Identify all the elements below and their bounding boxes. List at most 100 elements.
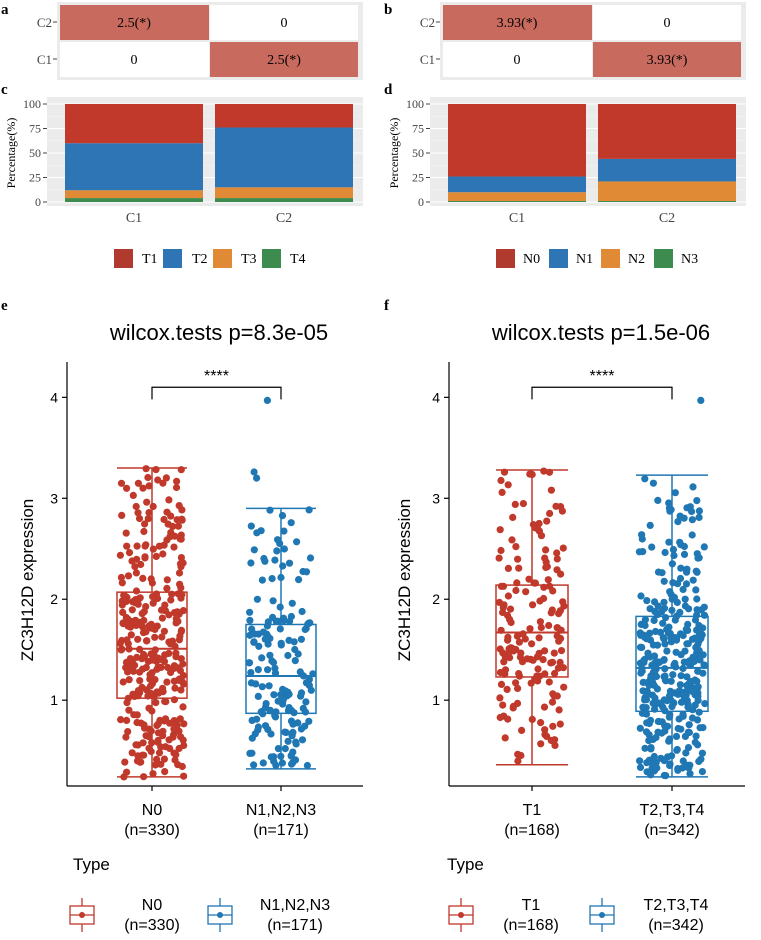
- box-e-legend-label-n123-count: (n=171): [267, 917, 323, 934]
- legend-d-label-n0: N0: [523, 252, 540, 267]
- box-e-point: [246, 608, 254, 616]
- box-e-point: [263, 622, 271, 630]
- box-e-point: [248, 734, 256, 742]
- legend-d-swatch-n0: [496, 249, 515, 268]
- heatmap-b-cell-c1-left: [443, 42, 592, 77]
- box-f-point: [674, 766, 682, 774]
- box-e-point: [292, 740, 300, 748]
- box-e-point: [247, 669, 255, 677]
- box-f-point: [661, 548, 669, 557]
- box-f-point: [684, 744, 693, 752]
- box-f-point: [504, 564, 512, 573]
- box-e-point: [151, 633, 159, 641]
- box-e-point: [155, 542, 163, 550]
- box-e-point: [117, 479, 126, 487]
- box-e-ytick: 1: [50, 692, 58, 708]
- box-e-point: [266, 651, 274, 659]
- panel-label-e: e: [1, 298, 8, 314]
- box-f-point: [543, 517, 551, 525]
- box-e-point: [159, 684, 167, 692]
- box-f-point: [540, 703, 549, 711]
- box-e-point: [143, 637, 151, 645]
- box-f-point: [692, 586, 700, 594]
- box-e-point: [255, 642, 263, 650]
- box-e-legend-title: Type: [73, 855, 110, 874]
- box-f-point: [641, 616, 650, 624]
- box-f-point: [645, 737, 653, 745]
- box-f-point: [553, 555, 561, 563]
- box-e-iqr-box: [116, 591, 188, 699]
- box-e-point: [291, 645, 299, 654]
- box-f-point: [693, 595, 701, 603]
- box-f-point: [508, 536, 516, 544]
- box-e-point: [271, 664, 279, 672]
- box-f-point: [666, 692, 674, 700]
- box-e-point: [133, 542, 141, 550]
- box-f-point: [657, 608, 666, 616]
- box-f-point: [655, 717, 663, 726]
- box-e-point: [120, 597, 128, 605]
- heatmap-a-row-c2: C2: [37, 15, 52, 30]
- box-f-ytick: 3: [432, 490, 440, 506]
- box-e-point: [267, 730, 275, 738]
- box-e-point: [155, 689, 163, 697]
- box-e-point: [133, 718, 141, 727]
- box-e-point: [293, 538, 301, 546]
- box-f-point: [667, 677, 675, 685]
- box-e-point: [258, 683, 266, 691]
- bar-d-ytick: 75: [412, 122, 424, 136]
- box-e-point: [265, 682, 273, 690]
- box-e-point: [143, 498, 151, 506]
- box-e-point: [124, 615, 132, 623]
- box-e-point: [163, 536, 171, 544]
- box-e-point: [298, 607, 306, 616]
- box-f-point: [693, 568, 701, 576]
- box-e-point: [267, 753, 275, 761]
- box-f-point: [529, 656, 537, 664]
- box-f-point: [515, 670, 523, 678]
- box-f-point: [555, 706, 563, 714]
- bar-d-xtick-c1: C1: [509, 211, 525, 226]
- box-f-point: [648, 543, 656, 551]
- box-e-point: [155, 749, 164, 757]
- box-f-legend-label-t1-count: (n=168): [503, 917, 559, 934]
- box-e-point: [157, 606, 166, 614]
- box-e-point: [128, 557, 136, 565]
- box-f-point: [638, 643, 646, 652]
- box-f-point: [504, 481, 512, 489]
- bar-c-segment-t4-c1: [65, 198, 203, 202]
- box-f-point: [559, 544, 567, 552]
- box-f-point: [537, 623, 545, 632]
- box-f-point: [496, 526, 504, 534]
- box-e-point: [252, 680, 260, 688]
- box-f-point: [642, 696, 651, 704]
- box-f-point: [649, 479, 658, 487]
- box-e-point: [118, 579, 126, 587]
- box-e-point: [134, 479, 142, 487]
- box-f-point: [680, 658, 688, 666]
- box-f-point: [693, 716, 702, 724]
- legend-c-swatch-t1: [114, 249, 133, 268]
- heatmap-b-text-c1-right: 3.93(*): [647, 53, 688, 68]
- box-f-point: [664, 722, 672, 730]
- box-f-ytick: 4: [432, 389, 440, 405]
- box-e-point: [162, 698, 170, 706]
- box-e-point: [132, 741, 140, 749]
- box-f-point: [649, 699, 657, 707]
- box-e-point: [149, 599, 157, 607]
- box-f-point: [637, 592, 645, 600]
- box-f-point: [512, 543, 520, 551]
- box-e-point: [175, 569, 184, 577]
- box-f-point: [677, 564, 685, 572]
- box-f-point: [646, 716, 655, 725]
- box-e-point: [138, 610, 146, 618]
- box-f-point: [536, 672, 544, 680]
- box-f-point: [643, 759, 651, 767]
- bar-c-segment-t3-c2: [215, 187, 353, 199]
- box-f-point: [646, 521, 654, 530]
- box-e-point: [161, 743, 170, 751]
- box-e-point: [250, 638, 258, 646]
- box-f-point: [665, 737, 673, 745]
- box-e-point: [125, 676, 133, 684]
- box-e-point: [117, 646, 125, 654]
